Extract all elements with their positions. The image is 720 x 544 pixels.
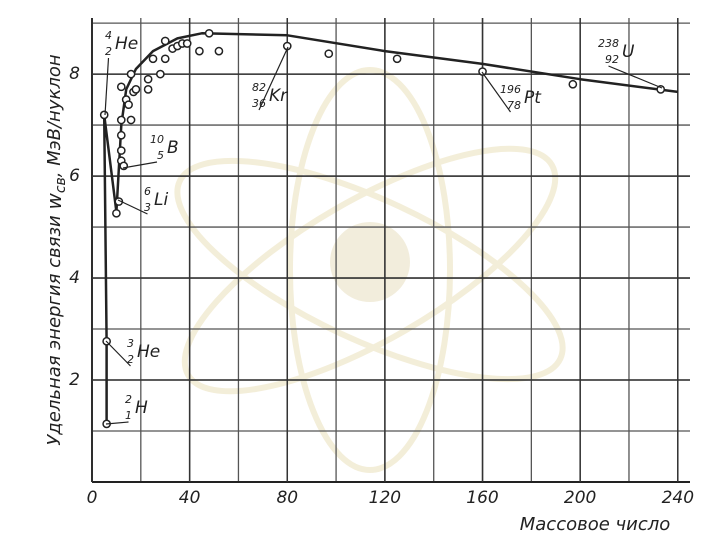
leader-line [104,57,110,116]
isotope-symbol: Pt [524,88,542,108]
leader-line [117,199,148,215]
x-tick-label: 200 [564,488,596,508]
data-point [143,85,153,94]
leader-line [481,71,511,113]
leader-line [258,46,289,111]
data-point [160,54,170,64]
y-label-symbol: w [42,193,66,210]
data-point [112,208,121,218]
data-point [99,110,109,120]
x-tick-label: 40 [179,488,201,508]
data-point [143,74,153,84]
isotope-charge: 1 [125,409,132,422]
y-tick-label: 6 [69,166,80,186]
isotope-mass: 6 [144,185,151,198]
data-point [160,36,170,46]
x-tick-label: 160 [466,488,498,508]
isotope-charge: 3 [144,201,151,214]
isotope-charge: 2 [105,45,112,58]
x-tick-label: 120 [369,488,401,508]
leader-line [105,340,131,367]
x-tick-label: 240 [662,488,694,508]
isotope-charge: 5 [157,149,164,162]
data-point [324,49,334,59]
y-label-text: Удельная энергия связи [44,210,65,446]
data-point [568,79,578,89]
data-point [126,115,136,125]
data-point [214,46,224,56]
grid [91,18,690,483]
background-atom [174,67,566,473]
isotope-mass: 10 [150,133,164,146]
isotope-symbol: B [167,138,179,158]
data-point [148,54,158,64]
isotope-mass: 238 [598,37,619,50]
leader-line [105,421,129,425]
y-tick-label: 2 [69,370,80,390]
data-point [155,69,165,79]
isotope-symbol: He [137,342,160,362]
y-axis-label: Удельная энергия связи wсв, МэВ/нуклон [42,54,70,446]
isotope-mass: 82 [252,81,266,94]
isotope-mass: 3 [127,337,134,350]
isotope-symbol: H [135,398,148,418]
data-point [116,115,126,125]
data-point [656,85,666,94]
isotope-charge: 36 [252,97,266,110]
data-point [116,146,126,155]
isotope-charge: 2 [127,353,134,366]
data-point [195,46,204,56]
data-point [478,67,487,76]
leader-line [122,161,158,169]
marks [99,28,678,429]
curve [102,32,678,424]
data-point [116,82,126,92]
isotope-charge: 78 [507,99,521,112]
x-tick-label: 0 [87,488,98,508]
isotope-mass: 2 [125,393,132,406]
x-tick-label: 80 [276,488,298,508]
data-point [204,28,214,38]
data-point [131,85,141,94]
y-tick-label: 4 [69,268,80,288]
isotope-symbol: U [622,42,635,62]
data-point [124,100,133,110]
isotope-charge: 92 [605,53,619,66]
leader-line [608,65,663,89]
isotope-mass: 196 [500,83,521,96]
x-axis-label: Массовое число [520,514,671,535]
y-label-subscript: св [53,177,69,193]
isotope-mass: 4 [105,29,112,42]
isotope-symbol: He [115,34,138,54]
data-point [116,130,126,140]
y-tick-label: 8 [69,64,80,84]
data-point [392,54,402,64]
data-point [126,69,136,79]
y-label-unit: , МэВ/нуклон [44,54,65,177]
isotope-symbol: Kr [269,86,288,106]
isotope-symbol: Li [154,190,168,210]
data-point [182,39,192,48]
